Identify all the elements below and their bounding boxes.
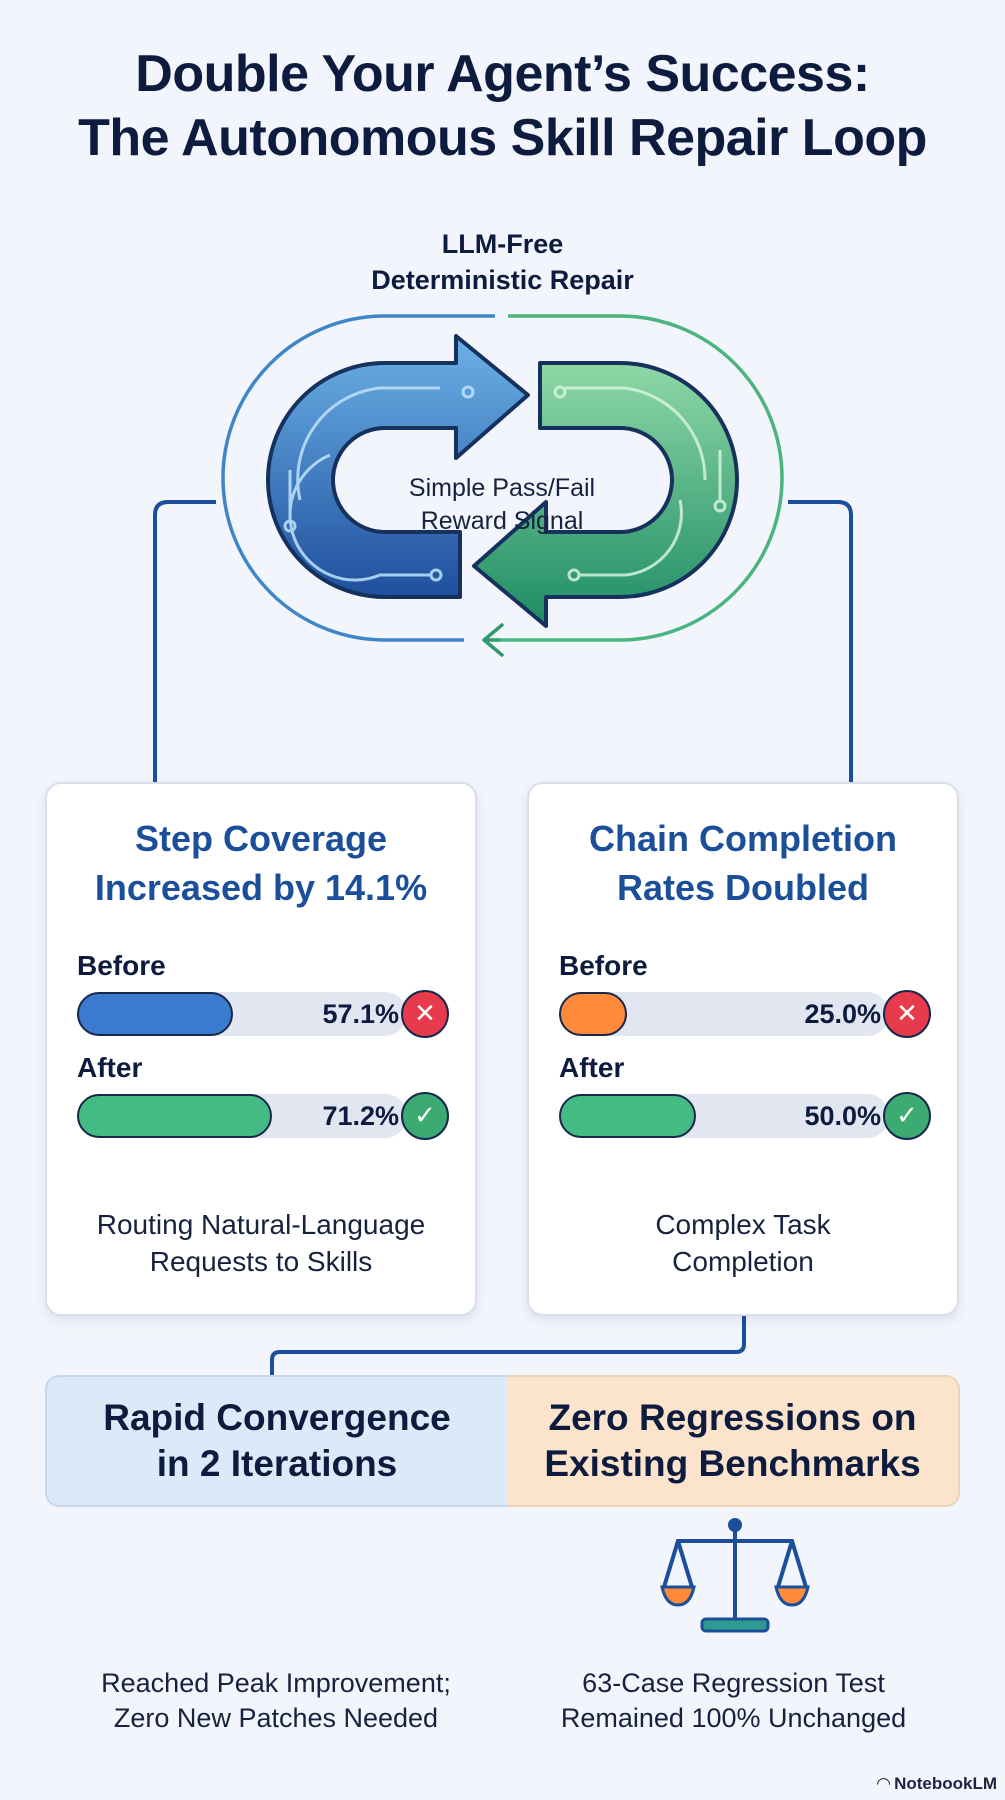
card-title-line-1: Step Coverage bbox=[134, 818, 388, 859]
before-bar-fill bbox=[559, 992, 628, 1036]
footnote-right-line-1: 63-Case Regression Test bbox=[582, 1668, 885, 1698]
banner-left-line-1: Rapid Convergence bbox=[103, 1397, 451, 1438]
before-bar-track: 25.0% bbox=[559, 992, 889, 1036]
card-title-line-2: Increased by 14.1% bbox=[94, 867, 428, 908]
banner-right-line-2: Existing Benchmarks bbox=[544, 1443, 921, 1484]
after-label: After bbox=[77, 1052, 143, 1083]
green-loop-arrow bbox=[472, 361, 739, 628]
before-bar-fill bbox=[77, 992, 234, 1036]
card-caption: Routing Natural-Language Requests to Ski… bbox=[47, 1206, 475, 1280]
loop-label: LLM-Free Deterministic Repair bbox=[0, 226, 1005, 298]
before-label: Before bbox=[559, 950, 648, 981]
loop-center-label: Simple Pass/Fail Reward Signal bbox=[352, 472, 652, 538]
banner-left-line-2: in 2 Iterations bbox=[156, 1443, 398, 1484]
regression-footnote: 63-Case Regression Test Remained 100% Un… bbox=[507, 1666, 960, 1736]
card-title-line-1: Chain Completion bbox=[589, 818, 897, 859]
page-title-line-1: Double Your Agent’s Success: bbox=[135, 45, 870, 103]
before-value: 57.1% bbox=[322, 999, 399, 1029]
balance-scale-icon bbox=[660, 1518, 810, 1633]
loop-label-line-2: Deterministic Repair bbox=[371, 265, 634, 295]
convergence-footnote: Reached Peak Improvement; Zero New Patch… bbox=[45, 1666, 507, 1736]
after-bar-track: 71.2% bbox=[77, 1094, 407, 1138]
card-title-line-2: Rates Doubled bbox=[616, 867, 870, 908]
footnote-left-line-1: Reached Peak Improvement; bbox=[101, 1668, 451, 1698]
before-value: 25.0% bbox=[804, 999, 881, 1029]
check-mark-icon: ✓ bbox=[883, 1092, 931, 1140]
notebooklm-logo-icon: ◠ bbox=[876, 1774, 891, 1793]
loop-center-line-1: Simple Pass/Fail bbox=[408, 474, 596, 502]
after-label: After bbox=[559, 1052, 625, 1083]
check-mark-icon: ✓ bbox=[401, 1092, 449, 1140]
blue-loop-arrow bbox=[266, 334, 530, 599]
brand-label: NotebookLM bbox=[894, 1774, 997, 1793]
banner-right-line-1: Zero Regressions on bbox=[548, 1397, 917, 1438]
brand-watermark: ◠ NotebookLM bbox=[877, 1774, 997, 1794]
connector-lines bbox=[153, 500, 853, 1375]
after-value: 71.2% bbox=[322, 1101, 399, 1131]
before-bar-track: 57.1% bbox=[77, 992, 407, 1036]
after-bar-track: 50.0% bbox=[559, 1094, 889, 1138]
card-caption-line-2: Completion bbox=[672, 1246, 814, 1277]
footnote-left-line-2: Zero New Patches Needed bbox=[113, 1703, 439, 1733]
card-caption-line-1: Complex Task bbox=[655, 1209, 831, 1240]
after-bar-fill bbox=[77, 1094, 273, 1138]
footnote-right-line-2: Remained 100% Unchanged bbox=[560, 1703, 907, 1733]
outer-ring bbox=[221, 314, 784, 657]
card-title: Step Coverage Increased by 14.1% bbox=[47, 814, 475, 912]
zero-regressions-banner: Zero Regressions on Existing Benchmarks bbox=[507, 1375, 960, 1507]
chain-completion-card: Chain Completion Rates Doubled Before 25… bbox=[527, 782, 959, 1316]
rapid-convergence-banner: Rapid Convergence in 2 Iterations bbox=[45, 1375, 507, 1507]
x-mark-icon: ✕ bbox=[883, 990, 931, 1038]
step-coverage-card: Step Coverage Increased by 14.1% Before … bbox=[45, 782, 477, 1316]
x-mark-icon: ✕ bbox=[401, 990, 449, 1038]
after-bar-fill bbox=[559, 1094, 696, 1138]
card-caption-line-2: Requests to Skills bbox=[149, 1246, 373, 1277]
card-caption-line-1: Routing Natural-Language bbox=[96, 1209, 426, 1240]
page-title: Double Your Agent’s Success: The Autonom… bbox=[0, 42, 1005, 170]
page-title-line-2: The Autonomous Skill Repair Loop bbox=[78, 109, 927, 167]
card-title: Chain Completion Rates Doubled bbox=[529, 814, 957, 912]
loop-center-line-2: Reward Signal bbox=[420, 507, 584, 535]
loop-label-line-1: LLM-Free bbox=[441, 229, 564, 259]
after-value: 50.0% bbox=[804, 1101, 881, 1131]
card-caption: Complex Task Completion bbox=[529, 1206, 957, 1280]
before-label: Before bbox=[77, 950, 166, 981]
